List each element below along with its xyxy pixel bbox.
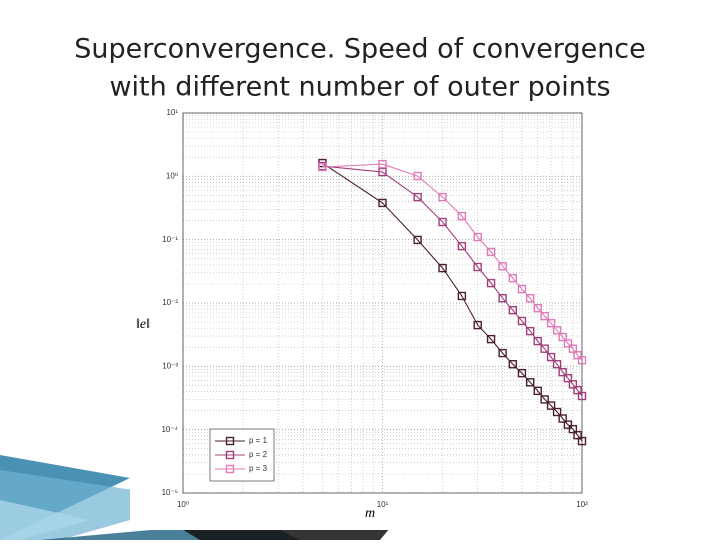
data-point: [573, 350, 582, 360]
data-point: [568, 424, 578, 434]
x-tick-label: 10²: [576, 500, 588, 509]
data-point: [457, 211, 467, 221]
data-point: [533, 336, 542, 346]
legend-label: p = 2: [249, 450, 268, 459]
data-point: [486, 278, 496, 288]
data-point: [546, 352, 556, 362]
data-point: [558, 332, 567, 342]
data-point: [568, 380, 578, 389]
data-point: [563, 339, 573, 348]
data-point: [517, 284, 527, 294]
data-point: [533, 386, 542, 396]
data-point: [552, 407, 562, 417]
y-tick-label: 10⁻³: [162, 361, 178, 370]
data-point: [546, 318, 556, 328]
data-point: [508, 305, 518, 315]
data-point: [473, 320, 482, 330]
data-point: [378, 167, 387, 177]
data-point: [413, 171, 422, 181]
data-point: [563, 373, 573, 383]
data-point: [498, 294, 507, 303]
y-tick-label: 10⁻¹: [162, 235, 178, 244]
plot-frame: [182, 112, 583, 494]
data-point: [508, 360, 518, 369]
x-axis-label: m: [365, 506, 375, 521]
y-axis-label: ‖e‖: [136, 317, 150, 332]
title-line: with different number of outer points: [109, 72, 610, 103]
data-point: [413, 192, 422, 202]
data-point: [498, 348, 507, 358]
series-line: [322, 162, 583, 442]
legend-marker: [225, 450, 235, 460]
data-point: [486, 247, 496, 257]
data-point: [568, 344, 578, 353]
data-point: [577, 391, 587, 401]
data-point: [526, 294, 535, 303]
data-point: [457, 291, 467, 301]
data-point: [552, 326, 562, 335]
data-point: [438, 192, 447, 202]
data-point: [473, 232, 482, 242]
y-tick-label: 10⁻²: [162, 298, 178, 307]
data-point: [498, 262, 507, 271]
data-point: [558, 414, 567, 423]
data-point: [486, 334, 496, 344]
data-point: [508, 273, 518, 283]
data-point: [473, 262, 482, 272]
data-point: [378, 159, 387, 169]
data-point: [526, 378, 535, 387]
data-point: [577, 355, 587, 365]
data-point: [533, 303, 542, 313]
y-tick-label: 10¹: [166, 108, 178, 117]
data-point: [546, 401, 556, 410]
data-point: [573, 385, 582, 395]
legend-marker: [225, 436, 235, 446]
data-point: [540, 395, 549, 404]
data-point: [526, 326, 535, 336]
data-point: [552, 360, 562, 369]
legend-label: p = 1: [249, 436, 268, 445]
data-point: [573, 430, 582, 440]
data-point: [517, 316, 527, 326]
legend-marker: [225, 464, 235, 474]
data-point: [457, 241, 467, 251]
title-line: Superconvergence. Speed of convergence: [74, 34, 646, 65]
x-tick-label: 10⁰: [177, 500, 189, 509]
y-tick-label: 10⁻⁴: [161, 425, 178, 434]
data-point: [438, 217, 447, 227]
y-tick-label: 10⁻⁵: [162, 488, 178, 497]
data-point: [577, 436, 587, 446]
x-tick-label: 10¹: [377, 500, 389, 509]
data-point: [558, 367, 567, 377]
data-point: [318, 162, 327, 172]
data-point: [438, 263, 447, 273]
data-point: [540, 311, 549, 321]
data-point: [413, 235, 422, 245]
data-point: [378, 198, 387, 208]
y-tick-label: 10⁰: [166, 171, 178, 180]
data-point: [540, 344, 549, 353]
legend-label: p = 3: [249, 464, 268, 473]
data-point: [563, 420, 573, 429]
data-point: [517, 368, 527, 378]
